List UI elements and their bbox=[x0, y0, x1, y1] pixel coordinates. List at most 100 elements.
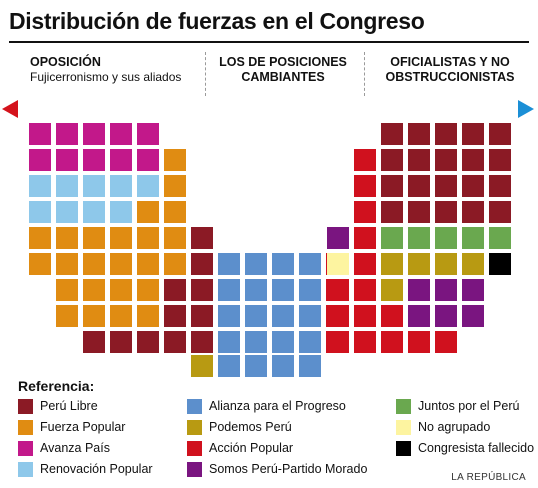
seat-fuerza-popular bbox=[164, 149, 186, 171]
seat-alianza-para-el-progreso bbox=[272, 331, 294, 353]
seat-accion-popular bbox=[354, 149, 376, 171]
government-label-line1: OFICIALISTAS Y NO bbox=[390, 55, 510, 69]
seat-peru-libre bbox=[489, 149, 511, 171]
source-credit: LA REPÚBLICA bbox=[451, 472, 526, 483]
spectrum-arrow-icon bbox=[2, 100, 534, 118]
seat-peru-libre bbox=[381, 123, 403, 145]
seat-alianza-para-el-progreso bbox=[299, 355, 321, 377]
seat-peru-libre bbox=[489, 201, 511, 223]
seat-avanza-pais bbox=[137, 123, 159, 145]
legend-item-accion-popular: Acción Popular bbox=[187, 440, 293, 456]
chart-title: Distribución de fuerzas en el Congreso bbox=[9, 8, 425, 34]
seat-podemos-peru bbox=[191, 355, 213, 377]
legend-item-fuerza-popular: Fuerza Popular bbox=[18, 419, 125, 435]
seat-accion-popular bbox=[381, 331, 403, 353]
seat-fuerza-popular bbox=[137, 305, 159, 327]
seat-juntos-por-el-peru bbox=[408, 227, 430, 249]
seat-fuerza-popular bbox=[56, 227, 78, 249]
opposition-label: OPOSICIÓN bbox=[30, 55, 101, 69]
seat-peru-libre bbox=[489, 175, 511, 197]
seat-peru-libre bbox=[435, 123, 457, 145]
legend-item-alianza-para-el-progreso: Alianza para el Progreso bbox=[187, 398, 346, 414]
seat-peru-libre bbox=[435, 149, 457, 171]
seat-alianza-para-el-progreso bbox=[272, 355, 294, 377]
seat-accion-popular bbox=[354, 279, 376, 301]
seat-avanza-pais bbox=[56, 149, 78, 171]
seat-somos-peru-partido-morado bbox=[462, 305, 484, 327]
seat-accion-popular bbox=[354, 227, 376, 249]
seat-alianza-para-el-progreso bbox=[218, 253, 240, 275]
legend-label: Perú Libre bbox=[40, 399, 98, 413]
seat-somos-peru-partido-morado bbox=[408, 305, 430, 327]
seat-alianza-para-el-progreso bbox=[245, 279, 267, 301]
seat-peru-libre bbox=[489, 123, 511, 145]
seat-fuerza-popular bbox=[110, 253, 132, 275]
seat-peru-libre bbox=[381, 149, 403, 171]
seat-avanza-pais bbox=[83, 123, 105, 145]
legend-item-avanza-pais: Avanza País bbox=[18, 440, 110, 456]
opposition-header: OPOSICIÓN Fujicerronismo y sus aliados bbox=[30, 55, 210, 85]
seat-peru-libre bbox=[435, 175, 457, 197]
seat-peru-libre bbox=[462, 201, 484, 223]
seat-podemos-peru bbox=[462, 253, 484, 275]
seat-juntos-por-el-peru bbox=[435, 227, 457, 249]
seat-fuerza-popular bbox=[137, 227, 159, 249]
seat-accion-popular bbox=[381, 305, 403, 327]
legend-label: Somos Perú-Partido Morado bbox=[209, 462, 368, 476]
seat-accion-popular bbox=[327, 331, 349, 353]
legend-swatch-icon bbox=[187, 461, 202, 477]
seat-no-agrupado bbox=[327, 253, 349, 275]
seat-avanza-pais bbox=[29, 123, 51, 145]
seat-avanza-pais bbox=[110, 123, 132, 145]
legend-label: Acción Popular bbox=[209, 441, 294, 455]
legend-item-juntos-por-el-peru: Juntos por el Perú bbox=[396, 398, 519, 414]
legend-swatch-icon bbox=[187, 419, 202, 435]
seat-fuerza-popular bbox=[164, 175, 186, 197]
seat-alianza-para-el-progreso bbox=[272, 305, 294, 327]
seat-renovacion-popular bbox=[110, 175, 132, 197]
seat-accion-popular bbox=[354, 253, 376, 275]
seat-fuerza-popular bbox=[164, 253, 186, 275]
seat-peru-libre bbox=[164, 305, 186, 327]
seat-block-posiciones-cambiantes bbox=[191, 253, 348, 377]
seat-fuerza-popular bbox=[110, 305, 132, 327]
seat-fuerza-popular bbox=[56, 305, 78, 327]
legend-item-peru-libre: Perú Libre bbox=[18, 398, 98, 414]
seat-peru-libre bbox=[408, 123, 430, 145]
seat-alianza-para-el-progreso bbox=[272, 279, 294, 301]
seat-renovacion-popular bbox=[110, 201, 132, 223]
seat-alianza-para-el-progreso bbox=[299, 331, 321, 353]
seat-alianza-para-el-progreso bbox=[299, 305, 321, 327]
seat-fuerza-popular bbox=[83, 305, 105, 327]
seat-alianza-para-el-progreso bbox=[245, 331, 267, 353]
seat-podemos-peru bbox=[408, 253, 430, 275]
seat-peru-libre bbox=[408, 201, 430, 223]
seat-renovacion-popular bbox=[137, 175, 159, 197]
seat-block-oposicion bbox=[29, 123, 240, 353]
swing-header: LOS DE POSICIONES CAMBIANTES bbox=[203, 55, 363, 85]
seat-alianza-para-el-progreso bbox=[218, 355, 240, 377]
seat-alianza-para-el-progreso bbox=[245, 305, 267, 327]
seat-peru-libre bbox=[408, 175, 430, 197]
seat-peru-libre bbox=[191, 331, 213, 353]
legend-item-podemos-peru: Podemos Perú bbox=[187, 419, 292, 435]
seat-podemos-peru bbox=[435, 253, 457, 275]
seat-alianza-para-el-progreso bbox=[218, 305, 240, 327]
seat-fuerza-popular bbox=[83, 279, 105, 301]
seat-accion-popular bbox=[354, 175, 376, 197]
legend-label: Congresista fallecido bbox=[418, 441, 535, 455]
legend-swatch-icon bbox=[396, 419, 411, 435]
seat-renovacion-popular bbox=[29, 175, 51, 197]
seat-somos-peru-partido-morado bbox=[435, 305, 457, 327]
seat-fuerza-popular bbox=[56, 279, 78, 301]
seat-fuerza-popular bbox=[137, 253, 159, 275]
legend-label: No agrupado bbox=[418, 420, 491, 434]
legend-item-no-agrupado: No agrupado bbox=[396, 419, 490, 435]
seat-renovacion-popular bbox=[29, 201, 51, 223]
seat-accion-popular bbox=[435, 331, 457, 353]
legend-label: Alianza para el Progreso bbox=[209, 399, 346, 413]
seat-avanza-pais bbox=[29, 149, 51, 171]
seat-avanza-pais bbox=[110, 149, 132, 171]
seat-accion-popular bbox=[354, 305, 376, 327]
legend-label: Renovación Popular bbox=[40, 462, 153, 476]
